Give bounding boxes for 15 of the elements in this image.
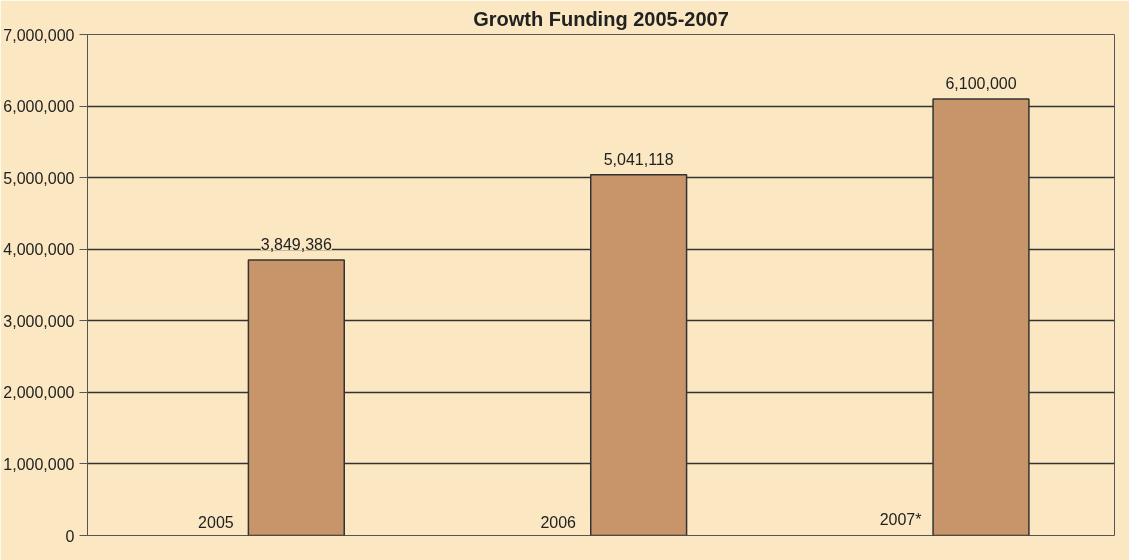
data-label: 5,041,118 [603, 150, 674, 168]
x-tick-label: 2007* [879, 510, 922, 528]
y-tick-label: 6,000,000 [3, 98, 75, 116]
data-label: 6,100,000 [945, 74, 1017, 92]
chart-title: Growth Funding 2005-2007 [473, 7, 729, 30]
x-tick-label: 2006 [540, 513, 577, 531]
y-tick-label: 5,000,000 [3, 169, 75, 187]
y-tick-label: 3,000,000 [3, 312, 75, 330]
data-label: 3,849,386 [260, 235, 333, 253]
y-tick-label: 0 [65, 527, 75, 545]
y-tick-label: 7,000,000 [3, 26, 75, 44]
x-tick-label: 2005 [198, 513, 234, 531]
y-tick-label: 2,000,000 [3, 384, 75, 402]
y-tick-label: 1,000,000 [3, 455, 75, 473]
y-tick-label: 4,000,000 [3, 241, 75, 259]
